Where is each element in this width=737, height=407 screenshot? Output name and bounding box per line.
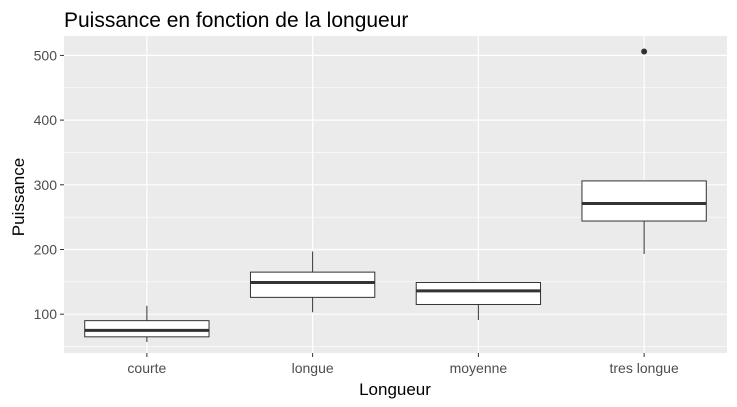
- iqr-box: [581, 180, 707, 222]
- y-axis-title: Puissance: [9, 158, 28, 236]
- y-tick-label: 300: [34, 177, 58, 193]
- x-axis-title: Longueur: [359, 380, 431, 399]
- y-axis: 100 200 300 400 500: [34, 47, 64, 322]
- iqr-box: [249, 271, 376, 298]
- iqr-box: [415, 281, 542, 305]
- box-courte: [84, 305, 210, 343]
- x-tick-label: tres longue: [609, 360, 678, 376]
- box-series: [84, 48, 707, 343]
- box-moyenne: [415, 281, 542, 321]
- x-tick-label: moyenne: [450, 360, 508, 376]
- y-tick-label: 400: [34, 112, 58, 128]
- box-longue: [249, 251, 376, 313]
- x-tick-label: longue: [292, 360, 334, 376]
- y-tick-label: 100: [34, 306, 58, 322]
- outlier-point: [641, 48, 648, 55]
- y-tick-label: 500: [34, 47, 58, 63]
- chart-title: Puissance en fonction de la longueur: [64, 9, 408, 32]
- y-tick-label: 200: [34, 241, 58, 257]
- iqr-box: [84, 320, 210, 338]
- x-tick-label: courte: [127, 360, 166, 376]
- x-axis: courte longue moyenne tres longue: [127, 353, 679, 376]
- box-tres-longue: [581, 48, 707, 255]
